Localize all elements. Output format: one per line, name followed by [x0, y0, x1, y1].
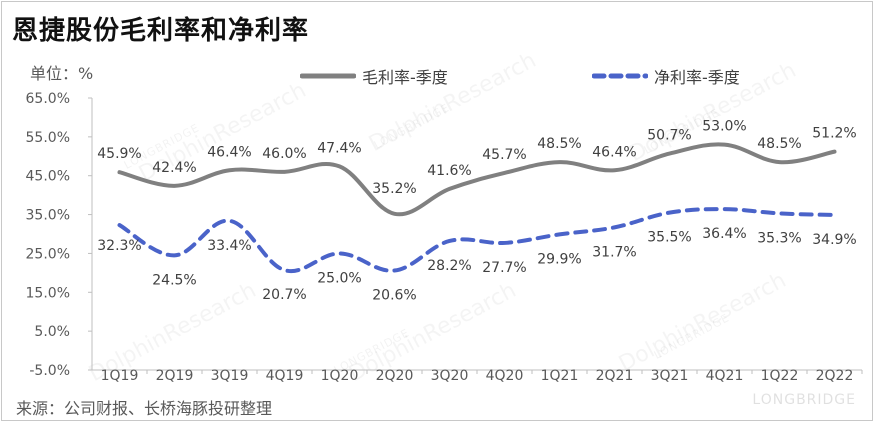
- data-label-net: 25.0%: [317, 270, 361, 286]
- data-label-net: 20.7%: [262, 287, 306, 303]
- x-tick-label: 4Q19: [266, 368, 304, 384]
- x-tick-label: 3Q21: [651, 368, 689, 384]
- y-tick-label: 65.0%: [26, 91, 70, 107]
- legend-gross-label: 毛利率-季度: [362, 68, 448, 87]
- series-line-net-margin: [117, 207, 837, 274]
- data-label-net: 34.9%: [812, 232, 856, 248]
- x-tick-label: 1Q21: [541, 368, 579, 384]
- data-label-net: 36.4%: [702, 226, 746, 242]
- x-tick-label: 2Q21: [596, 368, 634, 384]
- data-label-net: 32.3%: [97, 238, 141, 254]
- x-tick-label: 1Q20: [321, 368, 359, 384]
- data-label-net: 27.7%: [482, 260, 526, 276]
- data-label-gross: 42.4%: [152, 160, 196, 176]
- legend-net: 净利率-季度: [592, 64, 740, 88]
- unit-label: 单位：%: [30, 64, 94, 83]
- y-tick-label: 25.0%: [26, 246, 70, 262]
- data-label-gross: 48.5%: [537, 136, 581, 152]
- chart-title: 恩捷股份毛利率和净利率: [12, 16, 310, 46]
- legend-line-dashed-icon: [592, 73, 648, 79]
- data-label-gross: 48.5%: [757, 136, 801, 152]
- data-label-net: 35.5%: [647, 230, 691, 246]
- data-label-gross: 45.9%: [97, 146, 141, 162]
- data-label-net: 35.3%: [757, 230, 801, 246]
- x-tick-label: 3Q20: [431, 368, 469, 384]
- data-label-net: 20.6%: [372, 288, 416, 304]
- brand-logo: LONGBRIDGE: [752, 392, 856, 408]
- x-tick-label: 2Q19: [156, 368, 194, 384]
- data-label-gross: 50.7%: [647, 128, 691, 144]
- x-tick-label: 4Q21: [706, 368, 744, 384]
- x-tick-label: 1Q22: [761, 368, 799, 384]
- data-label-net: 33.4%: [207, 238, 251, 254]
- data-label-gross: 41.6%: [427, 163, 471, 179]
- legend-line-solid-icon: [300, 73, 356, 79]
- y-tick-label: 35.0%: [26, 208, 70, 224]
- data-label-gross: 35.2%: [372, 181, 416, 197]
- data-label-gross: 46.4%: [592, 144, 636, 160]
- x-tick-label: 1Q19: [101, 368, 139, 384]
- series-line-gross-margin: [117, 142, 837, 217]
- y-tick-label: 55.0%: [26, 130, 70, 146]
- x-tick-label: 4Q20: [486, 368, 524, 384]
- legend-gross: 毛利率-季度: [300, 64, 448, 88]
- data-label-gross: 53.0%: [702, 119, 746, 135]
- source-note: 来源：公司财报、长桥海豚投研整理: [16, 399, 273, 418]
- data-label-net: 31.7%: [592, 244, 636, 260]
- y-tick-label: 15.0%: [26, 285, 70, 301]
- x-tick-label: 2Q22: [816, 368, 854, 384]
- x-tick-label: 2Q20: [376, 368, 414, 384]
- y-tick-label: 5.0%: [34, 324, 70, 340]
- data-label-net: 24.5%: [152, 272, 196, 288]
- x-tick-label: 3Q19: [211, 368, 249, 384]
- data-label-net: 29.9%: [537, 251, 581, 267]
- legend-net-label: 净利率-季度: [654, 68, 740, 87]
- data-label-gross: 51.2%: [812, 126, 856, 142]
- data-label-gross: 45.7%: [482, 147, 526, 163]
- y-tick-label: 45.0%: [26, 169, 70, 185]
- y-tick-label: -5.0%: [29, 363, 70, 379]
- data-label-gross: 46.4%: [207, 144, 251, 160]
- data-label-gross: 47.4%: [317, 140, 361, 156]
- data-label-net: 28.2%: [427, 258, 471, 274]
- data-label-gross: 46.0%: [262, 146, 306, 162]
